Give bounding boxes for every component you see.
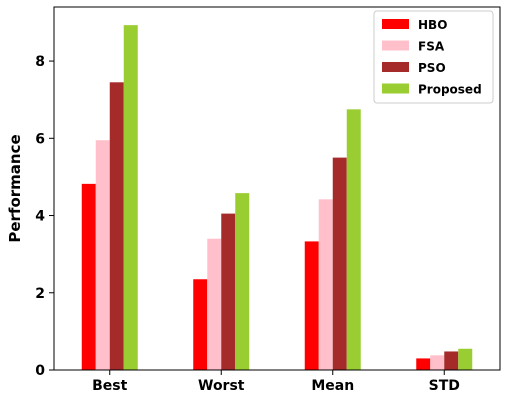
bar-proposed-std (458, 348, 473, 370)
x-tick-label-std: STD (429, 378, 460, 394)
bar-pso-worst (221, 213, 236, 370)
legend-label-fsa: FSA (418, 40, 445, 54)
legend-box (373, 10, 494, 104)
x-tick-label-best: Best (92, 378, 127, 394)
bar-hbo-best (81, 183, 96, 370)
legend-label-hbo: HBO (418, 18, 447, 32)
legend: HBO FSA PSO Proposed (373, 10, 494, 104)
plot-frame (53, 6, 501, 371)
x-axis: Best Worst Mean STD (92, 370, 460, 394)
legend-swatch-pso (382, 62, 409, 72)
bar-fsa-best (95, 140, 110, 370)
legend-swatch-fsa (382, 40, 409, 51)
legend-swatch-hbo (382, 19, 409, 29)
bar-proposed-mean (346, 109, 361, 370)
y-axis-label: Performance (6, 134, 24, 242)
bar-proposed-worst (235, 193, 250, 370)
x-tick-label-worst: Worst (198, 378, 245, 394)
bar-hbo-worst (193, 279, 208, 370)
y-tick-label: 6 (35, 131, 45, 147)
bars-group (81, 25, 473, 371)
bar-fsa-mean (318, 199, 333, 370)
y-tick-label: 2 (35, 286, 45, 302)
y-axis: 0 2 4 6 8 (35, 54, 54, 379)
bar-hbo-mean (304, 241, 319, 370)
bar-pso-best (109, 82, 124, 370)
bar-pso-mean (332, 157, 347, 370)
y-tick-label: 8 (35, 54, 45, 70)
legend-label-pso: PSO (418, 61, 446, 75)
y-tick-label: 4 (35, 209, 45, 225)
bar-fsa-std (430, 355, 445, 370)
x-tick-label-mean: Mean (311, 378, 354, 394)
legend-swatch-proposed (382, 83, 409, 94)
legend-label-proposed: Proposed (418, 83, 482, 97)
bar-proposed-best (123, 25, 138, 371)
bar-pso-std (444, 351, 459, 370)
y-tick-label: 0 (35, 363, 45, 379)
bar-fsa-worst (207, 238, 222, 370)
bar-hbo-std (416, 358, 431, 370)
